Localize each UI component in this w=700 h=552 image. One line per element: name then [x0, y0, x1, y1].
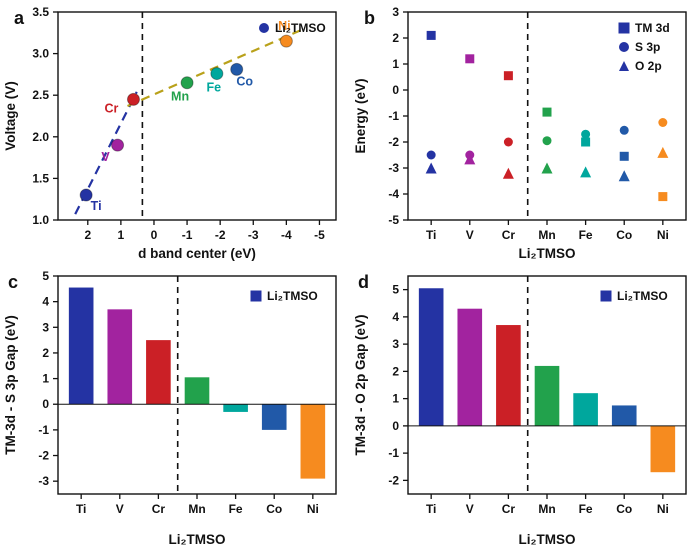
- svg-text:2: 2: [42, 346, 49, 360]
- svg-text:3.5: 3.5: [32, 5, 49, 19]
- svg-text:Fe: Fe: [579, 502, 593, 516]
- svg-text:3: 3: [392, 337, 399, 351]
- svg-text:TM 3d: TM 3d: [635, 21, 670, 35]
- svg-text:1: 1: [42, 372, 49, 386]
- svg-text:2: 2: [392, 31, 399, 45]
- svg-text:Ni: Ni: [657, 502, 669, 516]
- svg-text:1.0: 1.0: [32, 213, 49, 227]
- panel-b-label: b: [364, 8, 375, 28]
- svg-text:Ni: Ni: [278, 19, 291, 33]
- chart-d-bars: -2 -1 0 1 2 3 4 5 Ti V Cr Mn Fe Co Ni Li₂TMSO TM-3d - O …: [353, 275, 687, 547]
- svg-text:-2: -2: [388, 473, 399, 487]
- svg-text:4: 4: [392, 310, 399, 324]
- svg-text:Cr: Cr: [502, 502, 516, 516]
- svg-text:Fe: Fe: [229, 502, 243, 516]
- svg-text:1: 1: [118, 228, 125, 242]
- panel-d-o2p-gap-bars: -2 -1 0 1 2 3 4 5 Ti V Cr Mn Fe Co Ni Li₂TMSO TM-3d - O …: [350, 266, 700, 552]
- svg-text:V: V: [466, 502, 474, 516]
- svg-text:5: 5: [392, 283, 399, 297]
- panel-c-label: c: [8, 272, 19, 292]
- svg-text:-2: -2: [215, 228, 226, 242]
- svg-text:Fe: Fe: [579, 228, 593, 242]
- svg-text:0: 0: [392, 419, 399, 433]
- svg-text:-2: -2: [388, 135, 399, 149]
- svg-text:d band center (eV): d band center (eV): [138, 246, 256, 261]
- svg-text:1: 1: [392, 392, 399, 406]
- panel-d-label: d: [358, 272, 369, 292]
- svg-text:3: 3: [42, 320, 49, 334]
- svg-text:-3: -3: [38, 474, 49, 488]
- svg-text:V: V: [466, 228, 474, 242]
- svg-text:-3: -3: [388, 161, 399, 175]
- svg-text:Mn: Mn: [171, 90, 189, 104]
- svg-text:Li₂TMSO: Li₂TMSO: [275, 21, 326, 35]
- svg-text:Co: Co: [236, 74, 253, 88]
- svg-text:Co: Co: [266, 502, 282, 516]
- panel-c-s3p-gap-bars: -3 -2 -1 0 1 2 3 4 5 Ti V Cr Mn Fe Co Ni Li₂TMSO TM-3d - …: [0, 266, 350, 552]
- svg-text:Ni: Ni: [307, 502, 319, 516]
- svg-text:Mn: Mn: [538, 228, 555, 242]
- svg-text:-4: -4: [281, 228, 292, 242]
- svg-text:Cr: Cr: [105, 101, 119, 115]
- svg-text:Energy (eV): Energy (eV): [353, 78, 368, 153]
- svg-text:Ti: Ti: [426, 228, 436, 242]
- svg-text:Ti: Ti: [76, 502, 86, 516]
- svg-text:Li₂TMSO: Li₂TMSO: [267, 289, 318, 303]
- svg-text:TM-3d - O 2p Gap (eV): TM-3d - O 2p Gap (eV): [353, 314, 368, 455]
- svg-text:-2: -2: [38, 449, 49, 463]
- svg-text:Li₂TMSO: Li₂TMSO: [617, 289, 668, 303]
- svg-text:Mn: Mn: [538, 502, 555, 516]
- svg-text:3: 3: [392, 5, 399, 19]
- svg-text:0: 0: [151, 228, 158, 242]
- svg-text:Co: Co: [616, 502, 632, 516]
- svg-text:S 3p: S 3p: [635, 40, 660, 54]
- svg-text:-1: -1: [38, 423, 49, 437]
- svg-text:2: 2: [84, 228, 91, 242]
- svg-text:Li₂TMSO: Li₂TMSO: [519, 246, 576, 261]
- svg-text:Co: Co: [616, 228, 632, 242]
- svg-text:Li₂TMSO: Li₂TMSO: [519, 532, 576, 547]
- svg-text:V: V: [101, 150, 110, 164]
- svg-text:2: 2: [392, 364, 399, 378]
- svg-text:1.5: 1.5: [32, 171, 49, 185]
- svg-text:4: 4: [42, 295, 49, 309]
- svg-text:Ni: Ni: [657, 228, 669, 242]
- svg-text:3.0: 3.0: [32, 47, 49, 61]
- svg-text:0: 0: [42, 397, 49, 411]
- panel-a-voltage-vs-dband: Ti V Cr Mn Fe Co Ni 1.0 1.5 2.0 2.5 3.0 3.5 2 1 0 -1 -2 -3…: [0, 0, 350, 271]
- svg-text:Li₂TMSO: Li₂TMSO: [169, 532, 226, 547]
- svg-text:Ti: Ti: [91, 199, 102, 213]
- chart-a-scatter: Ti V Cr Mn Fe Co Ni 1.0 1.5 2.0 2.5 3.0 3.5 2 1 0 -1 -2 -3…: [3, 5, 337, 261]
- svg-text:-4: -4: [388, 187, 399, 201]
- chart-c-bars: -3 -2 -1 0 1 2 3 4 5 Ti V Cr Mn Fe Co Ni Li₂TMSO TM-3d - …: [3, 269, 337, 547]
- svg-text:-5: -5: [388, 213, 399, 227]
- svg-text:TM-3d - S 3p Gap (eV): TM-3d - S 3p Gap (eV): [3, 315, 18, 455]
- svg-text:-5: -5: [314, 228, 325, 242]
- svg-text:Mn: Mn: [188, 502, 205, 516]
- svg-text:Fe: Fe: [207, 81, 222, 95]
- svg-text:Voltage (V): Voltage (V): [3, 81, 18, 151]
- svg-text:1: 1: [392, 57, 399, 71]
- panel-b-orbital-energies: -5 -4 -3 -2 -1 0 1 2 3 Ti V Cr Mn Fe Co Ni Li₂TMSO Energy…: [350, 0, 700, 271]
- svg-text:2.0: 2.0: [32, 130, 49, 144]
- panel-a-label: a: [14, 8, 25, 28]
- svg-text:5: 5: [42, 269, 49, 283]
- chart-b-scatter: -5 -4 -3 -2 -1 0 1 2 3 Ti V Cr Mn Fe Co Ni Li₂TMSO Energy…: [353, 5, 687, 261]
- svg-text:-3: -3: [248, 228, 259, 242]
- svg-text:Cr: Cr: [152, 502, 166, 516]
- svg-text:-1: -1: [388, 109, 399, 123]
- svg-text:Cr: Cr: [502, 228, 516, 242]
- svg-text:V: V: [116, 502, 124, 516]
- svg-text:Ti: Ti: [426, 502, 436, 516]
- svg-text:2.5: 2.5: [32, 88, 49, 102]
- svg-text:-1: -1: [182, 228, 193, 242]
- svg-text:-1: -1: [388, 446, 399, 460]
- svg-text:0: 0: [392, 83, 399, 97]
- svg-text:O 2p: O 2p: [635, 59, 662, 73]
